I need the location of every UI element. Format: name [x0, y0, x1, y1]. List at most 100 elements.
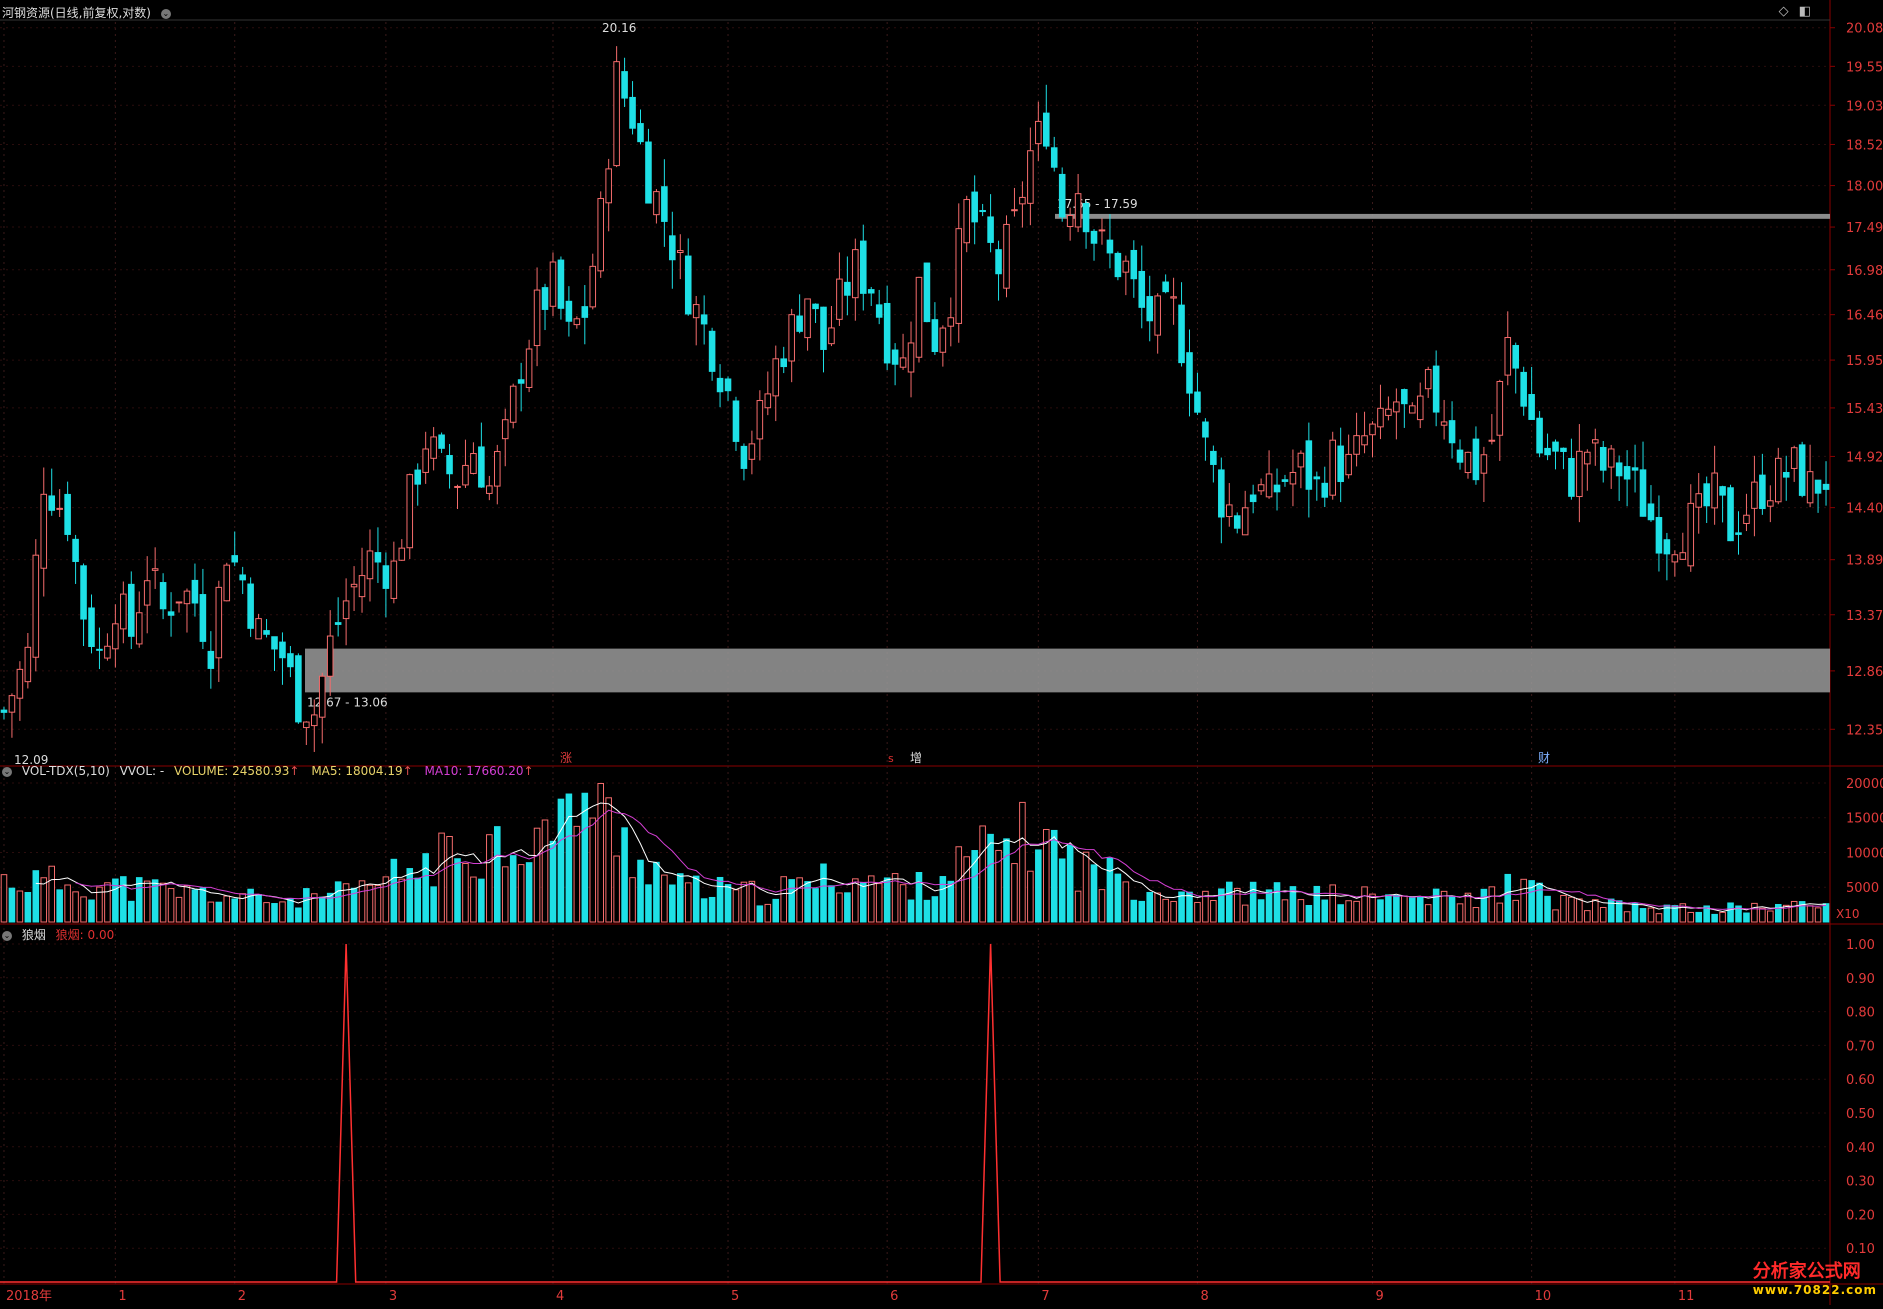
candle-body — [1607, 448, 1615, 468]
window-icon[interactable]: ◧ — [1798, 4, 1811, 19]
volume-bar — [32, 870, 40, 923]
low-price-label: 12.09 — [14, 753, 48, 767]
candle-body — [0, 709, 8, 713]
candle-body — [430, 436, 437, 459]
candle-body — [287, 653, 294, 668]
volume-bar — [88, 899, 95, 923]
main-header: 河钢资源(日线,前复权,对数) ⌄ — [2, 4, 177, 21]
volume-bar — [597, 782, 605, 923]
candle-body — [692, 304, 700, 319]
candle-body — [541, 287, 549, 310]
volume-bar — [1019, 801, 1026, 923]
candle-body — [772, 358, 780, 397]
candle-body — [1162, 281, 1169, 293]
collapse-icon[interactable]: ⌄ — [2, 766, 12, 777]
x-tick-label: 6 — [890, 1289, 898, 1304]
volume-bar — [318, 896, 326, 923]
candle-body — [1114, 252, 1122, 278]
x-tick-label: 4 — [556, 1289, 564, 1304]
volume-bar — [486, 834, 493, 923]
chevron-down-icon[interactable]: ⌄ — [160, 8, 171, 19]
candle-body — [1416, 395, 1424, 421]
volume-bar — [820, 863, 827, 923]
volume-bar — [1170, 900, 1177, 923]
volume-bar — [8, 887, 16, 923]
candle-body — [828, 327, 835, 345]
candle-body — [263, 630, 270, 635]
volume-bar — [1146, 891, 1154, 923]
volume-bar — [844, 892, 851, 923]
candle-body — [1003, 223, 1010, 289]
candle-body — [1687, 502, 1695, 567]
candle-body — [1528, 394, 1535, 420]
volume-value: VOLUME: 24580.93 — [174, 764, 290, 778]
candle-body — [732, 400, 740, 442]
candle-body — [852, 249, 859, 299]
volume-bar — [446, 835, 453, 923]
y-tick-label: 19.03 — [1846, 99, 1883, 114]
volume-bar — [231, 898, 239, 923]
y-tick-label: 15.43 — [1846, 402, 1883, 417]
volume-bar — [1544, 895, 1551, 923]
candle-body — [390, 560, 398, 599]
candle-body — [1504, 337, 1512, 376]
candle-body — [1631, 467, 1639, 471]
volume-bar — [804, 881, 811, 923]
indicator-tick-label: 0.40 — [1846, 1141, 1875, 1156]
candle-body — [740, 445, 748, 469]
collapse-icon[interactable]: ⌄ — [2, 930, 12, 941]
volume-bar — [1114, 873, 1122, 923]
indicator-name[interactable]: 狼烟 — [21, 928, 46, 942]
candle-body — [1464, 451, 1472, 474]
volume-bar — [48, 865, 56, 923]
candle-body — [88, 607, 95, 647]
candle-body — [581, 306, 589, 318]
volume-bar — [700, 898, 708, 923]
volume-bar — [852, 878, 859, 923]
candle-body — [167, 611, 175, 616]
candle-body — [1122, 260, 1130, 273]
candle-body — [533, 289, 541, 347]
candle-body — [24, 646, 32, 683]
y-tick-label: 16.46 — [1846, 309, 1883, 324]
x-tick-label: 8 — [1200, 1289, 1208, 1304]
candle-body — [1027, 150, 1034, 204]
candle-body — [247, 583, 254, 629]
candle-body — [64, 493, 71, 535]
volume-bar — [1011, 863, 1018, 923]
volume-bar — [1225, 881, 1233, 923]
volume-unit-label: X10 — [1836, 907, 1860, 921]
candle-body — [1456, 449, 1464, 463]
candle-body — [318, 675, 326, 718]
diamond-icon[interactable]: ◇ — [1778, 4, 1789, 19]
x-tick-label: 1 — [118, 1289, 126, 1304]
candle-body — [915, 276, 923, 358]
vol-indicator-name[interactable]: VOL-TDX(5,10) — [21, 764, 110, 778]
volume-bar — [1512, 899, 1520, 923]
candle-body — [326, 635, 334, 677]
x-tick-label: 11 — [1678, 1289, 1695, 1304]
volume-bar — [1663, 904, 1671, 923]
candle-body — [1552, 441, 1559, 452]
candle-body — [899, 357, 907, 368]
candle-body — [669, 235, 676, 261]
volume-bar — [605, 797, 612, 923]
candle-body — [271, 636, 278, 650]
volume-bar — [1027, 870, 1034, 923]
candle-body — [1751, 481, 1758, 509]
candle-body — [438, 434, 445, 449]
volume-bar — [1233, 887, 1241, 923]
indicator-tick-label: 1.00 — [1846, 938, 1875, 953]
candle-body — [1249, 494, 1257, 503]
volume-bar — [1106, 857, 1114, 923]
candle-body — [724, 378, 732, 392]
x-tick-label: 9 — [1376, 1289, 1384, 1304]
volume-bar — [1496, 902, 1504, 923]
volume-bar — [191, 889, 199, 923]
candle-body — [1297, 452, 1305, 468]
volume-bar — [1687, 911, 1695, 923]
volume-bar — [438, 832, 445, 923]
candle-body — [788, 314, 795, 362]
